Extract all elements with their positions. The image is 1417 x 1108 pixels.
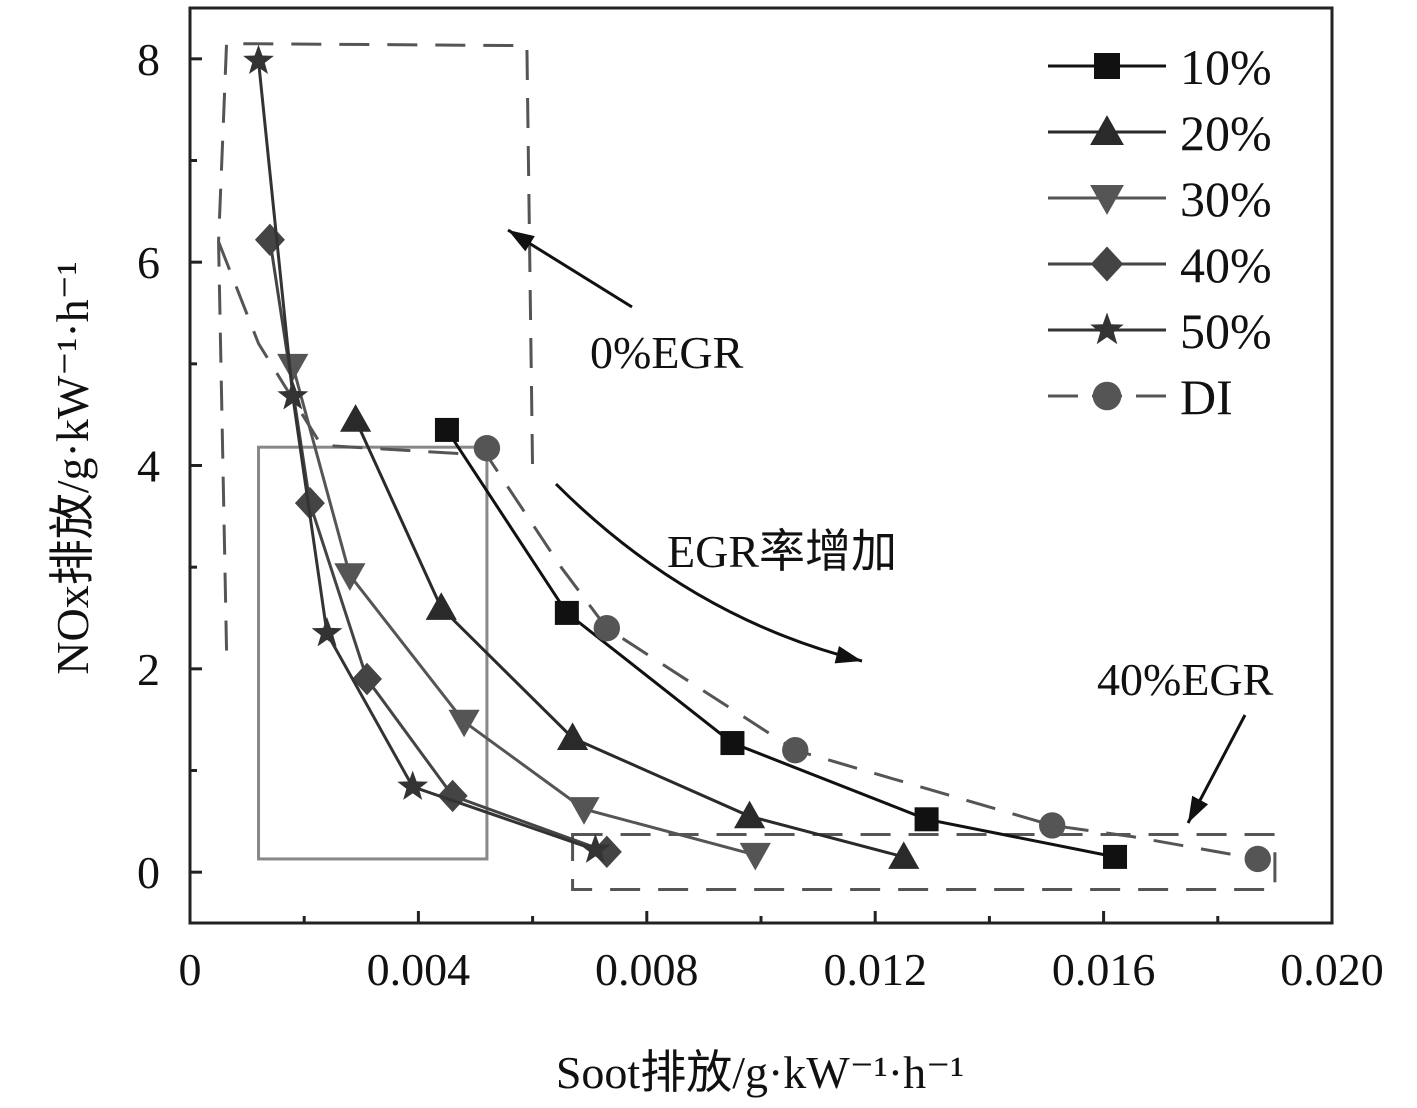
arrow-40-egr-head — [1188, 795, 1209, 823]
series-50pct-point — [243, 44, 274, 74]
arrow-0-egr-head — [508, 230, 535, 252]
series-30pct-point — [334, 563, 366, 591]
series-20pct-point — [733, 800, 766, 829]
annotation-egr0: 0%EGR — [590, 327, 744, 378]
legend-di-label: DI — [1180, 369, 1233, 425]
series-50pct-point — [277, 380, 309, 410]
y-tick-label: 4 — [137, 441, 160, 492]
x-tick-label: 0 — [179, 944, 202, 995]
legend-30pct-label: 30% — [1180, 171, 1272, 227]
y-tick-label: 6 — [137, 237, 160, 288]
series-30pct-point — [277, 353, 309, 382]
legend-20pct-label: 20% — [1180, 105, 1272, 161]
series-50pct-point — [397, 770, 429, 800]
series-30pct-point — [568, 797, 600, 825]
plot-frame — [188, 6, 1334, 925]
series-10pct-point — [1103, 844, 1128, 869]
series-20pct-point — [556, 722, 589, 750]
series-30pct-line — [291, 365, 756, 857]
series-di-point — [1039, 812, 1066, 839]
legend-50pct-marker — [1090, 312, 1124, 345]
x-tick-label: 0.016 — [1052, 944, 1156, 995]
legend-10pct-marker — [1094, 53, 1120, 79]
series-40pct-point — [294, 486, 325, 520]
legend-30pct-marker — [1090, 185, 1124, 215]
series-layer — [217, 44, 1271, 873]
legend-20pct-marker — [1090, 115, 1124, 145]
series-di-point — [473, 435, 501, 462]
series-40pct-point — [352, 662, 383, 696]
legend-di-marker — [1092, 381, 1122, 411]
series-40pct-line — [268, 239, 608, 854]
annotation-egr-increase: EGR率增加 — [667, 526, 897, 577]
axis-titles: Soot排放/g·kW⁻¹·h⁻¹ NOx排放/g·kW⁻¹·h⁻¹ — [47, 261, 964, 1098]
series-20pct-point — [339, 404, 372, 432]
legend-40pct-marker — [1090, 246, 1124, 282]
x-tick-label: 0.004 — [367, 944, 471, 995]
legend-40pct-label: 40% — [1180, 237, 1272, 293]
series-40pct-point — [591, 835, 622, 869]
series-30pct-point — [448, 709, 480, 738]
arrow-egr-increase-head — [834, 645, 862, 664]
series-10pct-point — [554, 600, 579, 625]
series-50pct-point — [580, 833, 611, 863]
series-10pct-point — [720, 731, 745, 756]
series-10pct-line — [445, 429, 1116, 859]
series-50pct-line — [257, 60, 596, 852]
x-tick-label: 0.020 — [1280, 944, 1384, 995]
legend-10pct-label: 10% — [1180, 39, 1272, 95]
series-40pct-point — [254, 223, 285, 256]
arrow-egr-increase-line — [554, 482, 863, 663]
series-20pct-line — [354, 419, 905, 859]
annotation-layer: 0%EGR EGR率增加 40%EGR — [507, 228, 1274, 824]
series-10pct-point — [914, 807, 939, 832]
x-tick-label: 0.012 — [823, 944, 927, 995]
y-tick-label: 2 — [137, 644, 160, 695]
y-axis-title: NOx排放/g·kW⁻¹·h⁻¹ — [47, 261, 98, 674]
series-di-point — [782, 736, 809, 764]
series-50pct-point — [311, 617, 343, 647]
series-20pct-point — [888, 841, 920, 869]
series-20pct-point — [425, 592, 457, 620]
x-tick-label: 0.008 — [595, 944, 699, 995]
legend: 10% 20% 30% 40% 50% DI — [1048, 39, 1272, 425]
region-40-egr-box — [571, 833, 1277, 891]
x-axis-title: Soot排放/g·kW⁻¹·h⁻¹ — [556, 1047, 964, 1098]
series-di-point — [593, 614, 621, 642]
series-di-point — [1244, 845, 1271, 873]
y-tick-label: 8 — [137, 34, 160, 85]
legend-50pct-label: 50% — [1180, 303, 1272, 359]
y-tick-label: 0 — [137, 847, 160, 898]
annotation-egr40: 40%EGR — [1097, 654, 1274, 705]
frame-layer: 0 0.004 0.008 0.012 0.016 0.020 0 2 4 6 8 — [137, 6, 1384, 995]
series-10pct-point — [434, 417, 459, 442]
series-30pct-point — [739, 842, 771, 871]
